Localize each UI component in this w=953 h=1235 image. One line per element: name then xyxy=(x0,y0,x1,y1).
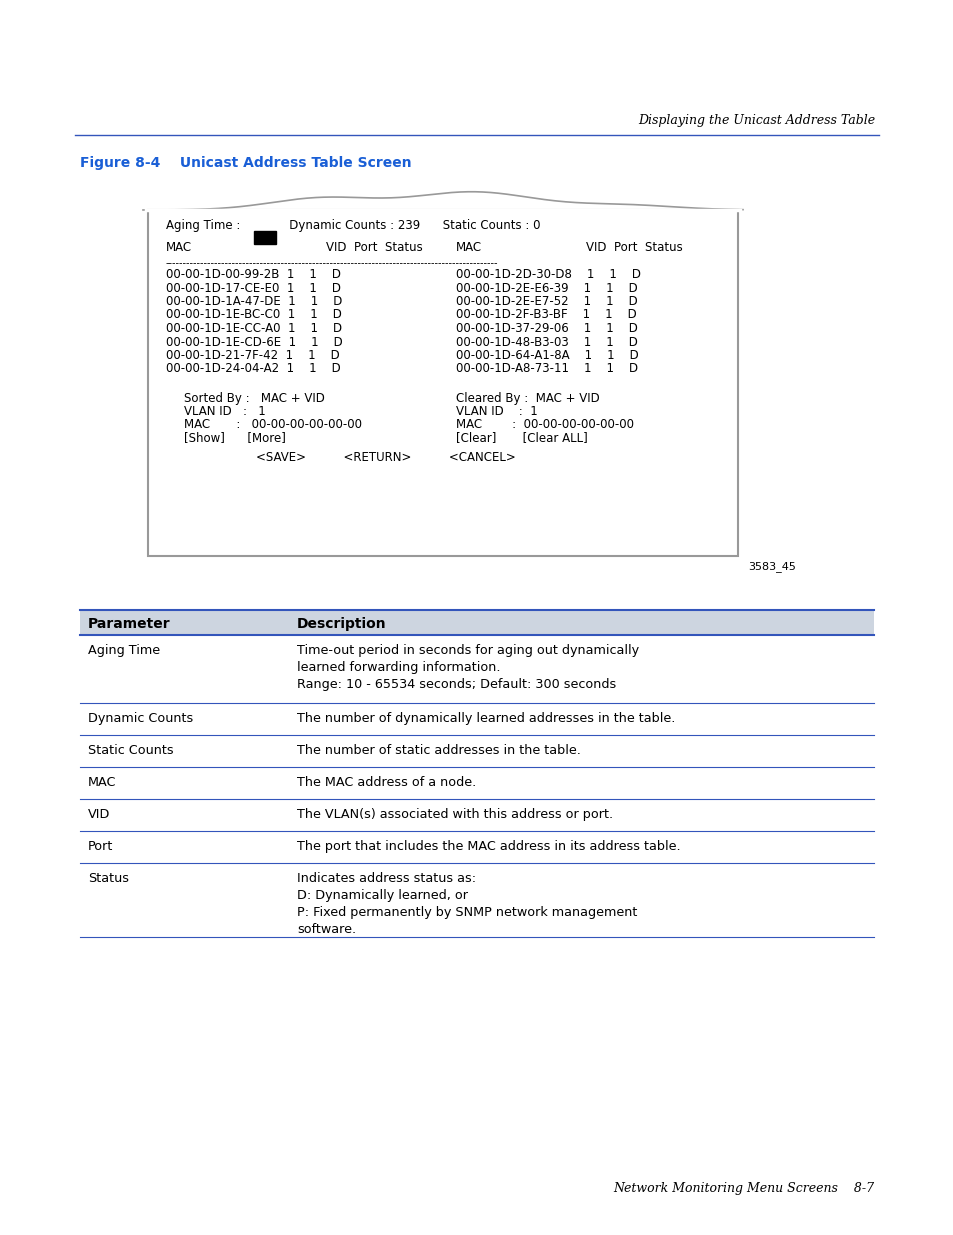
Text: Displaying the Unicast Address Table: Displaying the Unicast Address Table xyxy=(638,114,874,127)
Text: VID  Port  Status: VID Port Status xyxy=(585,241,682,254)
Text: Static Counts: Static Counts xyxy=(88,743,173,757)
Text: Aging Time :: Aging Time : xyxy=(166,219,244,232)
Text: VID  Port  Status: VID Port Status xyxy=(326,241,422,254)
Text: 00-00-1D-1E-CD-6E  1    1    D: 00-00-1D-1E-CD-6E 1 1 D xyxy=(166,336,342,348)
Text: Dynamic Counts : 239      Static Counts : 0: Dynamic Counts : 239 Static Counts : 0 xyxy=(277,219,540,232)
Text: Status: Status xyxy=(88,872,129,885)
Text: 00-00-1D-1E-CC-A0  1    1    D: 00-00-1D-1E-CC-A0 1 1 D xyxy=(166,322,342,335)
Text: VID: VID xyxy=(88,808,111,821)
Text: Description: Description xyxy=(296,618,386,631)
Text: 00-00-1D-A8-73-11    1    1    D: 00-00-1D-A8-73-11 1 1 D xyxy=(456,363,638,375)
Text: 00-00-1D-17-CE-E0  1    1    D: 00-00-1D-17-CE-E0 1 1 D xyxy=(166,282,340,294)
Text: 00-00-1D-24-04-A2  1    1    D: 00-00-1D-24-04-A2 1 1 D xyxy=(166,363,340,375)
Text: 00-00-1D-1E-BC-C0  1    1    D: 00-00-1D-1E-BC-C0 1 1 D xyxy=(166,309,341,321)
Text: Sorted By :   MAC + VID: Sorted By : MAC + VID xyxy=(184,391,325,405)
Text: [Show]      [More]: [Show] [More] xyxy=(184,431,286,445)
Text: The number of dynamically learned addresses in the table.: The number of dynamically learned addres… xyxy=(296,713,675,725)
Text: [Clear]       [Clear ALL]: [Clear] [Clear ALL] xyxy=(456,431,587,445)
Text: MAC        :  00-00-00-00-00-00: MAC : 00-00-00-00-00-00 xyxy=(456,417,634,431)
Text: <SAVE>          <RETURN>          <CANCEL>: <SAVE> <RETURN> <CANCEL> xyxy=(255,451,516,464)
Text: The MAC address of a node.: The MAC address of a node. xyxy=(296,776,476,789)
Text: The port that includes the MAC address in its address table.: The port that includes the MAC address i… xyxy=(296,840,679,853)
Text: 00-00-1D-2F-B3-BF    1    1    D: 00-00-1D-2F-B3-BF 1 1 D xyxy=(456,309,636,321)
Text: 00-00-1D-2D-30-D8    1    1    D: 00-00-1D-2D-30-D8 1 1 D xyxy=(456,268,640,282)
Text: 00-00-1D-48-B3-03    1    1    D: 00-00-1D-48-B3-03 1 1 D xyxy=(456,336,638,348)
Text: Port: Port xyxy=(88,840,113,853)
Text: Aging Time: Aging Time xyxy=(88,643,160,657)
Text: --------------------------------------------------------------------------------: ----------------------------------------… xyxy=(166,258,498,268)
Text: VLAN ID   :   1: VLAN ID : 1 xyxy=(184,405,266,417)
Text: Figure 8-4    Unicast Address Table Screen: Figure 8-4 Unicast Address Table Screen xyxy=(80,156,411,170)
Text: Cleared By :  MAC + VID: Cleared By : MAC + VID xyxy=(456,391,599,405)
Bar xyxy=(80,610,873,635)
Text: Indicates address status as:
D: Dynamically learned, or
P: Fixed permanently by : Indicates address status as: D: Dynamica… xyxy=(296,872,637,936)
Text: MAC: MAC xyxy=(88,776,116,789)
Text: 00-00-1D-2E-E6-39    1    1    D: 00-00-1D-2E-E6-39 1 1 D xyxy=(456,282,638,294)
Text: 00-00-1D-64-A1-8A    1    1    D: 00-00-1D-64-A1-8A 1 1 D xyxy=(456,350,639,362)
Text: 3583_45: 3583_45 xyxy=(747,561,795,572)
Text: 00-00-1D-1A-47-DE  1    1    D: 00-00-1D-1A-47-DE 1 1 D xyxy=(166,295,342,308)
Text: Time-out period in seconds for aging out dynamically
learned forwarding informat: Time-out period in seconds for aging out… xyxy=(296,643,639,692)
Text: Network Monitoring Menu Screens    8-7: Network Monitoring Menu Screens 8-7 xyxy=(612,1182,873,1195)
Text: 300: 300 xyxy=(254,219,279,232)
Bar xyxy=(253,231,275,245)
Text: VLAN ID    :  1: VLAN ID : 1 xyxy=(456,405,537,417)
Text: 00-00-1D-2E-E7-52    1    1    D: 00-00-1D-2E-E7-52 1 1 D xyxy=(456,295,638,308)
FancyBboxPatch shape xyxy=(148,210,738,556)
Text: MAC       :   00-00-00-00-00-00: MAC : 00-00-00-00-00-00 xyxy=(184,417,361,431)
Text: The VLAN(s) associated with this address or port.: The VLAN(s) associated with this address… xyxy=(296,808,613,821)
Text: 00-00-1D-37-29-06    1    1    D: 00-00-1D-37-29-06 1 1 D xyxy=(456,322,638,335)
Text: Dynamic Counts: Dynamic Counts xyxy=(88,713,193,725)
Text: 00-00-1D-21-7F-42  1    1    D: 00-00-1D-21-7F-42 1 1 D xyxy=(166,350,339,362)
Text: MAC: MAC xyxy=(456,241,481,254)
Text: Parameter: Parameter xyxy=(88,618,171,631)
Text: The number of static addresses in the table.: The number of static addresses in the ta… xyxy=(296,743,580,757)
Text: MAC: MAC xyxy=(166,241,192,254)
Text: 00-00-1D-00-99-2B  1    1    D: 00-00-1D-00-99-2B 1 1 D xyxy=(166,268,340,282)
